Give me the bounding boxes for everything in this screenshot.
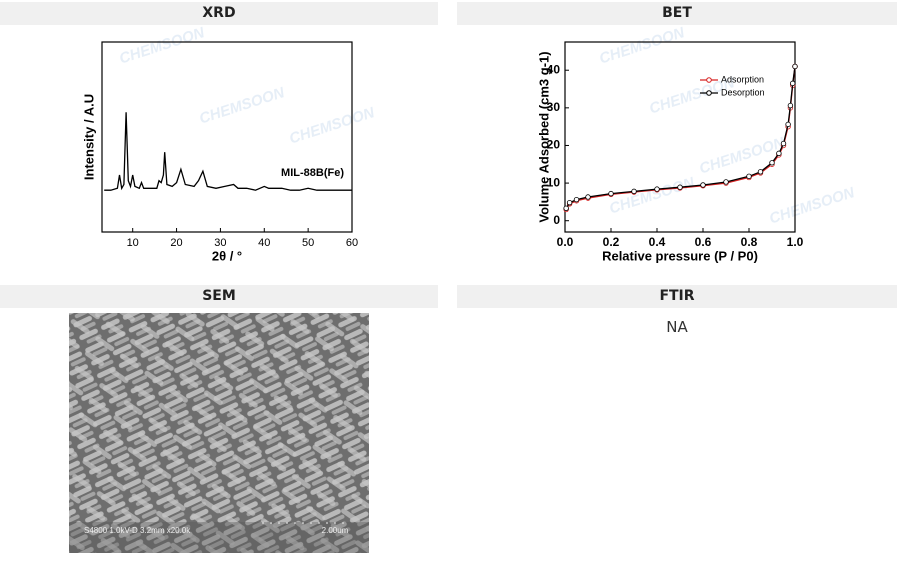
y-tick-label: 10 xyxy=(547,175,561,189)
watermark: CHEMSOON xyxy=(697,134,787,178)
point xyxy=(746,173,752,180)
point xyxy=(608,190,614,197)
x-tick-label: 30 xyxy=(214,237,226,249)
point xyxy=(780,140,787,147)
point xyxy=(677,184,683,190)
x-tick-label: 60 xyxy=(346,237,358,249)
point xyxy=(563,205,569,211)
point xyxy=(654,186,660,192)
na-text: NA xyxy=(666,318,688,336)
x-tick-label: 0.2 xyxy=(603,235,620,249)
point xyxy=(785,121,791,128)
y-tick-label: 20 xyxy=(547,138,561,152)
x-axis-label: 2θ / ° xyxy=(212,248,242,263)
y-tick-label: 0 xyxy=(553,213,560,227)
point xyxy=(566,199,573,206)
x-tick-label: 20 xyxy=(170,237,182,249)
point xyxy=(585,194,591,200)
watermark: CHEMSOON xyxy=(197,84,287,128)
sem-image xyxy=(69,313,369,553)
x-tick-label: 0.6 xyxy=(695,235,712,249)
point xyxy=(776,150,782,157)
x-tick-label: 0.8 xyxy=(741,235,758,249)
point xyxy=(573,196,580,203)
watermark: CHEMSOON xyxy=(117,24,207,68)
watermark: CHEMSOON xyxy=(597,24,687,68)
sem-scale-bar: 2.00um xyxy=(322,526,349,535)
annotation: MIL-88B(Fe) xyxy=(281,167,344,179)
y-tick-label: 40 xyxy=(547,62,561,76)
y-axis-label: Volume Adsorbed (cm3 g-1) xyxy=(536,51,551,222)
legend-label: Desorption xyxy=(721,87,765,97)
watermark: CHEMSOON xyxy=(767,184,857,228)
watermark: CHEMSOON xyxy=(607,174,697,218)
axes-frame xyxy=(564,41,796,233)
x-tick-label: 50 xyxy=(302,237,314,249)
legend-swatch xyxy=(706,90,712,96)
point xyxy=(769,160,775,166)
y-axis-label: Intensity / A.U xyxy=(81,94,96,180)
legend-label: Adsorption xyxy=(721,74,764,84)
point xyxy=(631,188,637,195)
x-tick-label: 10 xyxy=(127,237,139,249)
point xyxy=(792,63,798,70)
x-tick-label: 1.0 xyxy=(787,235,804,249)
watermark: CHEMSOON xyxy=(287,104,377,148)
x-tick-label: 40 xyxy=(258,237,270,249)
axes-frame xyxy=(101,41,353,233)
x-axis-label: Relative pressure (P / P0) xyxy=(602,248,758,263)
panel-header: BET xyxy=(457,2,897,25)
x-tick-label: 0.0 xyxy=(557,235,574,249)
point xyxy=(787,102,794,109)
legend-swatch xyxy=(706,77,712,83)
point xyxy=(723,179,729,185)
x-tick-label: 0.4 xyxy=(649,235,666,249)
sem-caption: S4800 1.0kV-D 3.2mm x20.0k xyxy=(84,526,191,535)
point xyxy=(700,182,706,188)
y-tick-label: 30 xyxy=(547,100,561,114)
point xyxy=(790,80,796,87)
panel-header: XRD xyxy=(0,2,438,25)
point xyxy=(757,169,764,175)
panel-header: FTIR xyxy=(457,285,897,308)
panel-header: SEM xyxy=(0,285,438,308)
series-line xyxy=(104,112,352,191)
